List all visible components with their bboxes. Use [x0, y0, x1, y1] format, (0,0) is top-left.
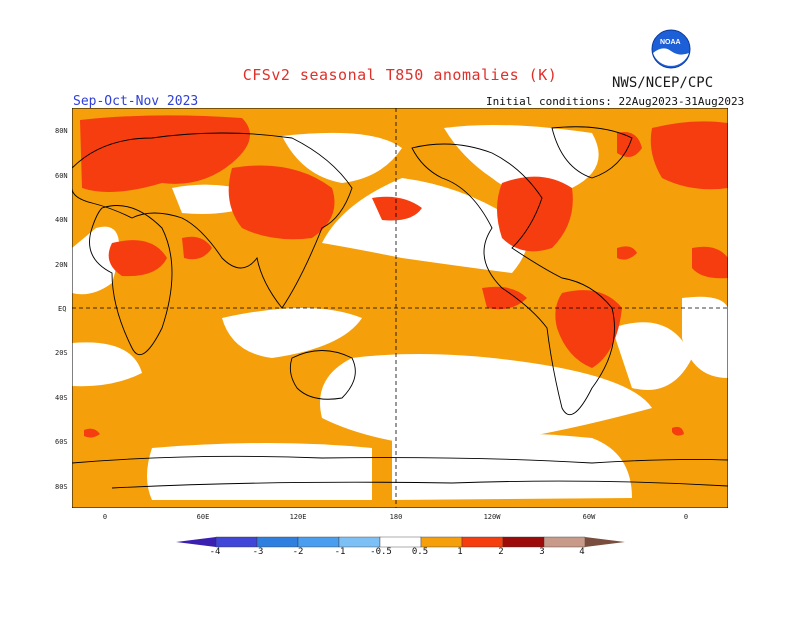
legend-label: -3 [252, 547, 264, 557]
strong-warm-regions [80, 115, 728, 438]
map-title: CFSv2 seasonal T850 anomalies (K) [242, 66, 558, 84]
initial-conditions-label: Initial conditions: 22Aug2023-31Aug2023 [486, 95, 745, 108]
noaa-logo-text: NOAA [660, 39, 681, 46]
legend-label: -0.5 [370, 547, 392, 557]
lat-label: 60S [55, 438, 68, 446]
legend-cell [420, 536, 463, 548]
agency-label: NWS/NCEP/CPC [612, 75, 714, 91]
legend-label: -2 [292, 547, 304, 557]
lat-label: 20S [55, 349, 68, 357]
legend-cell [543, 536, 586, 548]
lon-label: 120W [483, 513, 501, 521]
coastlines [72, 126, 728, 489]
legend-cell [297, 536, 340, 548]
legend-arrow-low [176, 537, 216, 547]
legend-label: 3 [539, 547, 545, 557]
legend-label: -1 [334, 547, 346, 557]
lon-label: 180 [389, 513, 403, 521]
lon-label: 0 [683, 513, 689, 521]
lat-label: 60N [55, 172, 68, 180]
legend-cell [461, 536, 504, 548]
legend-cell [379, 536, 422, 548]
legend-cell [215, 536, 258, 548]
season-label: Sep-Oct-Nov 2023 [73, 94, 199, 109]
lon-label: 0 [102, 513, 108, 521]
lat-label: 80N [55, 127, 68, 135]
legend-cell [256, 536, 299, 548]
legend-label: 2 [498, 547, 504, 557]
lat-label: 20N [55, 261, 68, 269]
lat-label: 80S [55, 483, 68, 491]
color-legend [176, 536, 625, 548]
legend-cell [338, 536, 381, 548]
legend-label: 1 [457, 547, 463, 557]
lon-label: 120E [289, 513, 307, 521]
noaa-logo: NOAA [651, 29, 691, 69]
legend-arrow-high [585, 537, 625, 547]
lat-label: 40N [55, 216, 68, 224]
lon-label: 60E [196, 513, 210, 521]
lat-label: EQ [58, 305, 67, 313]
anomaly-map [72, 108, 728, 508]
legend-cell [502, 536, 545, 548]
legend-label: 0.5 [411, 547, 429, 557]
lat-label: 40S [55, 394, 68, 402]
legend-label: 4 [579, 547, 585, 557]
lon-label: 60W [582, 513, 596, 521]
legend-label: -4 [209, 547, 221, 557]
